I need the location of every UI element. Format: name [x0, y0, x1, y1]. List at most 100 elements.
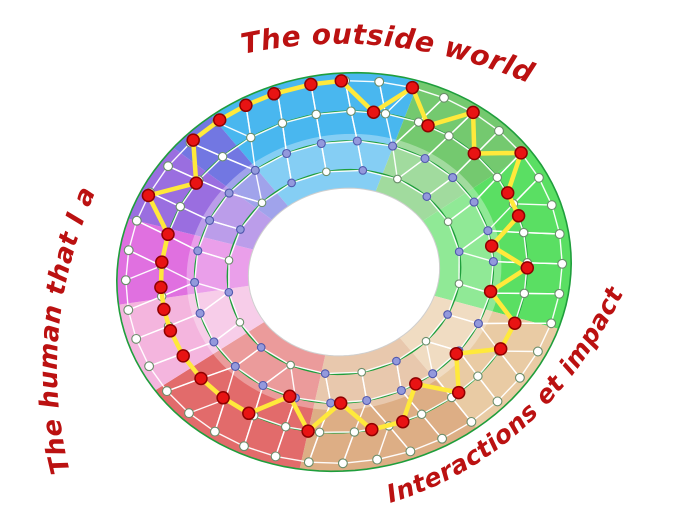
node: [209, 426, 220, 437]
node: [444, 131, 454, 141]
node: [421, 336, 431, 346]
red-node: [467, 146, 482, 161]
node: [454, 247, 464, 257]
red-node: [421, 118, 435, 133]
node: [519, 288, 530, 299]
node: [205, 215, 215, 225]
node: [287, 178, 296, 188]
red-node: [514, 146, 528, 160]
donut-hole: [247, 187, 441, 357]
node: [554, 229, 565, 239]
node: [439, 92, 449, 103]
red-node: [500, 186, 515, 200]
red-node: [154, 280, 168, 295]
node: [405, 446, 416, 457]
node: [131, 333, 142, 344]
node: [420, 153, 430, 164]
node: [454, 279, 464, 289]
node: [352, 136, 362, 146]
sector-green-medium: [375, 80, 531, 222]
red-node: [396, 414, 410, 429]
node: [416, 409, 427, 420]
node: [393, 174, 402, 184]
node: [314, 427, 325, 438]
node: [123, 245, 134, 256]
node: [230, 361, 240, 371]
node: [346, 106, 356, 116]
red-node: [161, 227, 175, 242]
node: [258, 380, 268, 391]
node: [554, 288, 565, 299]
red-node: [520, 261, 535, 275]
node: [209, 337, 219, 347]
node: [546, 200, 557, 211]
node: [358, 166, 368, 175]
red-node: [189, 176, 203, 190]
node: [326, 398, 336, 408]
node: [357, 367, 367, 377]
red-nodes: [141, 74, 535, 438]
label-human-that-i-am: The human that I am: [0, 0, 102, 477]
red-node: [212, 113, 227, 127]
sector-tan-light: [399, 295, 559, 429]
red-node: [267, 87, 281, 101]
node: [286, 360, 295, 370]
node: [492, 396, 503, 407]
node: [175, 201, 186, 212]
red-node: [405, 80, 420, 95]
node: [280, 422, 291, 432]
red-node: [176, 349, 190, 363]
red-node: [451, 385, 466, 400]
red-node: [283, 389, 297, 404]
node: [320, 369, 330, 378]
node: [428, 369, 438, 379]
node: [443, 217, 453, 227]
node: [235, 317, 245, 327]
node: [337, 458, 348, 469]
node: [217, 151, 228, 162]
node: [316, 138, 326, 149]
node: [246, 132, 256, 143]
node: [224, 287, 234, 297]
sector-salmon-red: [155, 321, 326, 470]
red-node: [508, 316, 522, 330]
red-node: [304, 77, 318, 92]
node: [422, 192, 432, 201]
red-node: [511, 209, 526, 223]
node: [282, 148, 292, 159]
node: [362, 395, 372, 406]
node: [195, 308, 205, 318]
red-node: [239, 98, 253, 113]
node: [161, 386, 172, 397]
red-node: [216, 391, 230, 405]
node: [311, 109, 321, 120]
red-node: [186, 133, 200, 147]
node: [163, 161, 174, 172]
red-node: [484, 239, 499, 253]
node: [518, 227, 529, 238]
node: [443, 310, 452, 319]
node: [533, 172, 544, 183]
node: [193, 246, 203, 256]
red-node: [194, 371, 208, 386]
red-node: [409, 377, 423, 391]
sector-tan: [299, 337, 477, 472]
node: [380, 109, 391, 119]
red-node: [157, 302, 171, 317]
node: [250, 165, 260, 175]
node: [123, 305, 134, 315]
node: [270, 451, 281, 462]
node: [392, 356, 401, 366]
red-node: [449, 346, 464, 361]
red-node: [466, 105, 480, 120]
red-node: [365, 422, 379, 437]
red-node: [334, 74, 349, 88]
node: [514, 372, 525, 383]
node: [488, 257, 498, 267]
node: [236, 225, 245, 234]
node: [120, 275, 131, 286]
node: [239, 441, 249, 452]
red-node: [155, 255, 169, 269]
